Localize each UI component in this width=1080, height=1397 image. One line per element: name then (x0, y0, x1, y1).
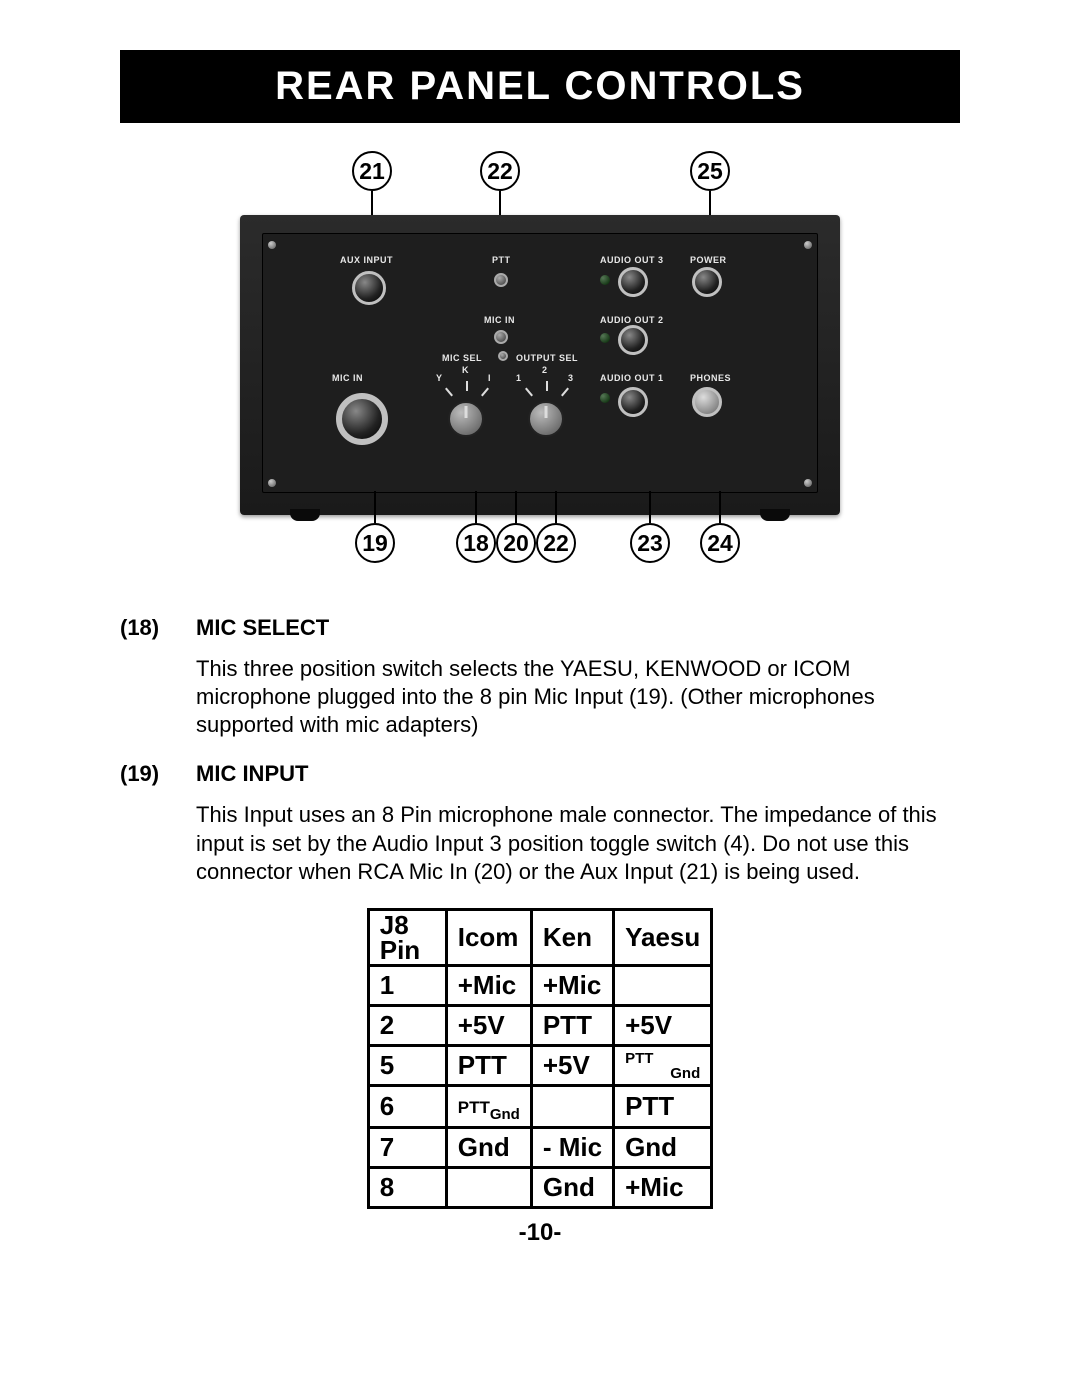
cell (531, 1086, 613, 1127)
label-audio-out-3: AUDIO OUT 3 (600, 255, 664, 265)
label-mic-in-small: MIC IN (484, 315, 515, 325)
label-mic-sel: MIC SEL (442, 353, 482, 363)
cell: Gnd (614, 1127, 712, 1167)
cell: 8 (368, 1167, 446, 1207)
section-body: This three position switch selects the Y… (120, 655, 960, 739)
tick-label: 3 (568, 373, 574, 383)
mic-in-rca (494, 330, 508, 344)
cell: PTT (614, 1086, 712, 1127)
section-19: (19) MIC INPUT This Input uses an 8 Pin … (120, 761, 960, 885)
callout-22b: 22 (536, 523, 576, 563)
aux-input-connector (352, 271, 386, 305)
table-row: 6 PTTGnd PTT (368, 1086, 712, 1127)
table-header-row: J8Pin Icom Ken Yaesu (368, 909, 712, 965)
section-body: This Input uses an 8 Pin microphone male… (120, 801, 960, 885)
callout-row-top: 21 22 25 (240, 151, 840, 215)
cell: 7 (368, 1127, 446, 1167)
table-row: 5 PTT +5V PTTGnd (368, 1046, 712, 1086)
cell: +Mic (531, 966, 613, 1006)
led-audio-out-3 (600, 275, 610, 285)
callout-22: 22 (480, 151, 520, 191)
label-output-sel: OUTPUT SEL (516, 353, 578, 363)
tick-label: 1 (516, 373, 522, 383)
cell: +Mic (446, 966, 531, 1006)
table-row: 1 +Mic +Mic (368, 966, 712, 1006)
lead-line (719, 491, 721, 523)
audio-out-1-connector (618, 387, 648, 417)
th-yaesu: Yaesu (614, 909, 712, 965)
lead-line (515, 491, 517, 523)
callout-25: 25 (690, 151, 730, 191)
page-number: -10- (120, 1219, 960, 1247)
cell: +5V (614, 1006, 712, 1046)
callout-19: 19 (355, 523, 395, 563)
tick-label: Y (436, 373, 443, 383)
section-title: MIC INPUT (196, 761, 308, 787)
tick-label: I (488, 373, 491, 383)
label-ptt: PTT (492, 255, 511, 265)
section-number: (18) (120, 615, 174, 641)
cell: Gnd (446, 1127, 531, 1167)
led-audio-out-2 (600, 333, 610, 343)
cell: PTT (446, 1046, 531, 1086)
cell (446, 1167, 531, 1207)
section-title: MIC SELECT (196, 615, 329, 641)
th-ken: Ken (531, 909, 613, 965)
lead-line (374, 491, 376, 523)
cell: 5 (368, 1046, 446, 1086)
output-select-knob (528, 401, 564, 437)
cell: Gnd (531, 1167, 613, 1207)
callout-20: 20 (496, 523, 536, 563)
table-row: 2 +5V PTT +5V (368, 1006, 712, 1046)
led-audio-out-1 (600, 393, 610, 403)
cell: - Mic (531, 1127, 613, 1167)
th-icom: Icom (446, 909, 531, 965)
table-row: 8 Gnd +Mic (368, 1167, 712, 1207)
label-power: POWER (690, 255, 727, 265)
cell: 2 (368, 1006, 446, 1046)
label-aux-input: AUX INPUT (340, 255, 393, 265)
mic-in-8pin-connector (336, 393, 388, 445)
callout-21: 21 (352, 151, 392, 191)
lead-line (649, 491, 651, 523)
lead-line (475, 491, 477, 523)
tick-label: K (462, 365, 469, 375)
phones-jack (692, 387, 722, 417)
mic-select-knob (448, 401, 484, 437)
label-mic-in: MIC IN (332, 373, 363, 383)
cell (614, 966, 712, 1006)
audio-out-2-connector (618, 325, 648, 355)
label-phones: PHONES (690, 373, 731, 383)
section-18: (18) MIC SELECT This three position swit… (120, 615, 960, 739)
callout-23: 23 (630, 523, 670, 563)
audio-out-3-connector (618, 267, 648, 297)
label-audio-out-1: AUDIO OUT 1 (600, 373, 664, 383)
cell: +5V (531, 1046, 613, 1086)
ptt-jack (494, 273, 508, 287)
pinout-table: J8Pin Icom Ken Yaesu 1 +Mic +Mic 2 +5V P… (367, 908, 714, 1209)
callout-18: 18 (456, 523, 496, 563)
label-audio-out-2: AUDIO OUT 2 (600, 315, 664, 325)
rear-panel-photo: AUX INPUT PTT AUDIO OUT 3 POWER MIC IN A… (240, 215, 840, 515)
callout-24: 24 (700, 523, 740, 563)
cell: PTTGnd (446, 1086, 531, 1127)
cell: +5V (446, 1006, 531, 1046)
cell: PTTGnd (614, 1046, 712, 1086)
cell: 1 (368, 966, 446, 1006)
th-pin: J8Pin (368, 909, 446, 965)
tick-label: 2 (542, 365, 548, 375)
lead-line (555, 491, 557, 523)
center-led (498, 351, 508, 361)
power-connector (692, 267, 722, 297)
page-title-text: REAR PANEL CONTROLS (275, 64, 805, 108)
rear-panel-diagram: 21 22 25 AUX INPUT PTT AUDIO OUT 3 POWE (240, 151, 840, 579)
table-row: 7 Gnd - Mic Gnd (368, 1127, 712, 1167)
cell: +Mic (614, 1167, 712, 1207)
cell: PTT (531, 1006, 613, 1046)
section-number: (19) (120, 761, 174, 787)
cell: 6 (368, 1086, 446, 1127)
page-title-banner: REAR PANEL CONTROLS (120, 50, 960, 123)
callout-row-bottom: 19 18 20 22 23 24 (240, 515, 840, 579)
